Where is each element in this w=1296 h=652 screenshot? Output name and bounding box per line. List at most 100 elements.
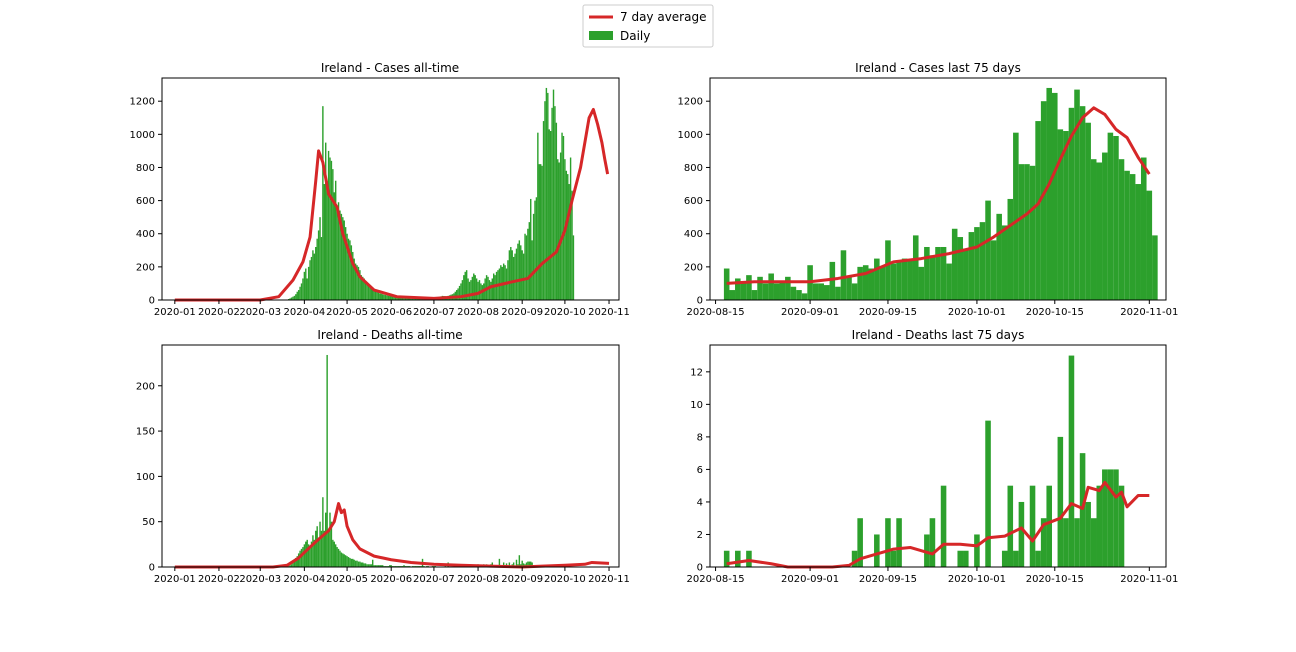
daily-bar [339,551,340,567]
daily-bar [490,282,491,300]
daily-bar [1074,518,1080,567]
daily-bar [546,88,547,300]
daily-bar [517,244,518,300]
y-tick-label: 800 [136,163,155,174]
legend-daily-swatch [589,31,613,40]
daily-bar [537,133,538,300]
daily-bar [885,518,891,567]
daily-bar [941,486,947,567]
daily-bar [533,214,534,300]
daily-bar [334,542,335,567]
daily-bar [985,201,991,300]
daily-bar [521,250,522,300]
y-tick-label: 6 [697,465,703,476]
daily-bar [741,283,747,300]
x-tick-label: 2020-09-15 [859,307,917,318]
daily-bar [319,522,320,567]
y-tick-label: 0 [697,296,703,307]
daily-bar [361,562,362,567]
daily-bar [830,262,836,300]
y-tick-label: 2 [697,530,703,541]
daily-bar [980,222,986,300]
y-tick-label: 400 [136,229,155,240]
daily-bar [963,249,969,300]
daily-bar [930,518,936,567]
daily-bar [852,283,858,300]
daily-bar [315,247,316,300]
daily-bar [885,240,891,300]
x-tick-label: 2020-11 [588,307,630,318]
daily-bar [1085,123,1091,300]
daily-bar [322,497,323,567]
y-tick-label: 400 [684,229,703,240]
daily-bar [1147,191,1153,300]
daily-bar [1130,174,1136,300]
daily-bar [907,260,913,300]
daily-bar [1035,121,1041,300]
daily-bar [348,557,349,567]
daily-bar [913,235,919,300]
daily-bar [309,260,310,300]
daily-bar [746,275,752,300]
daily-bar [1030,166,1036,300]
daily-bar [536,197,537,300]
x-tick-label: 2020-08-15 [686,574,744,585]
daily-bar [307,540,308,567]
x-tick-label: 2020-02 [198,307,240,318]
daily-bar [1119,159,1125,300]
daily-bar [503,264,504,300]
daily-bar [312,250,313,300]
daily-bar [526,235,527,300]
x-tick-label: 2020-06 [370,574,412,585]
daily-bar [563,136,564,300]
daily-bar [301,549,302,567]
daily-bar [321,237,322,300]
daily-bar [1030,486,1036,567]
daily-bar [896,262,902,300]
daily-bar [523,254,524,300]
daily-bar [957,551,963,567]
daily-bar [969,232,975,300]
x-tick-label: 2020-09-01 [781,574,839,585]
daily-bar [307,278,308,300]
daily-bar [363,563,364,567]
daily-bar [356,561,357,567]
daily-bar [470,280,471,300]
daily-bar [324,184,325,300]
x-tick-label: 2020-07 [413,307,455,318]
daily-bar [991,240,997,300]
daily-bar [1008,199,1014,300]
x-tick-label: 2020-10-15 [1026,307,1084,318]
daily-bar [857,267,863,300]
daily-bar [1152,235,1158,300]
daily-bar [802,293,808,300]
daily-bar [329,513,330,567]
daily-bar [557,159,558,300]
daily-bar [332,169,333,300]
daily-bar [338,549,339,567]
daily-bar [752,290,758,300]
daily-bar [519,240,520,300]
daily-bar [382,294,383,300]
daily-bar [796,290,802,300]
x-tick-label: 2020-09 [501,307,543,318]
daily-bar [475,275,476,300]
daily-bar [329,158,330,300]
daily-bar [573,235,574,300]
daily-bar [345,555,346,567]
daily-bar [312,535,313,567]
x-tick-label: 2020-09 [501,574,543,585]
daily-bars [282,88,574,300]
y-tick-label: 10 [690,400,703,411]
daily-bar [1102,153,1108,300]
avg-line [175,504,609,567]
daily-bar [359,562,360,567]
daily-bar [385,295,386,300]
daily-bar [735,551,741,567]
daily-bar [305,269,306,300]
daily-bar [355,561,356,567]
daily-bar [547,93,548,300]
daily-bar [1035,551,1041,567]
